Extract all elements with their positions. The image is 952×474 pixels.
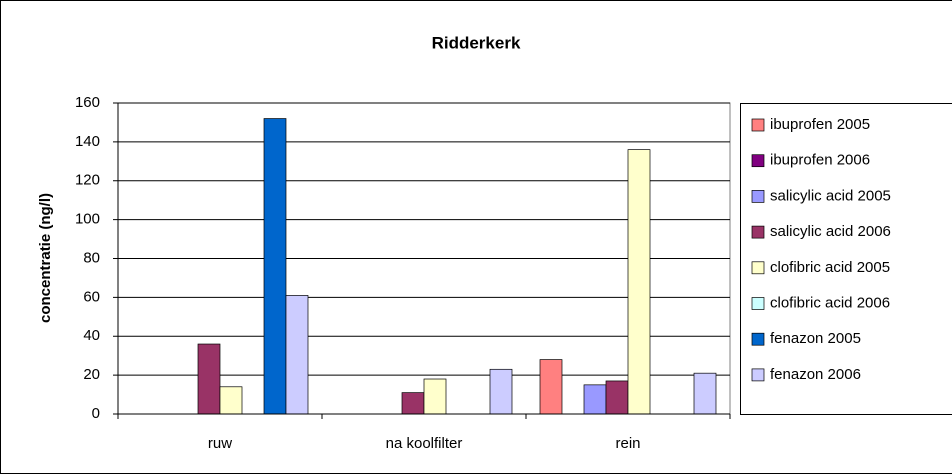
y-tick-label: 140 xyxy=(75,133,100,150)
legend-swatch xyxy=(751,225,765,239)
x-tick-label: ruw xyxy=(208,435,232,452)
bar xyxy=(285,295,309,415)
bar xyxy=(583,384,607,415)
legend-label: ibuprofen 2006 xyxy=(770,152,870,169)
legend-swatch xyxy=(751,118,765,132)
y-tick-label: 160 xyxy=(75,94,100,111)
y-tick-label: 0 xyxy=(92,405,100,422)
legend-label: clofibric acid 2005 xyxy=(770,259,890,276)
bar xyxy=(219,386,243,415)
bar xyxy=(423,378,447,415)
y-tick-label: 100 xyxy=(75,211,100,228)
legend-label: clofibric acid 2006 xyxy=(770,294,890,311)
bar xyxy=(489,368,513,415)
legend-swatch xyxy=(751,332,765,346)
legend-box xyxy=(740,103,952,415)
bar xyxy=(401,392,425,415)
legend-label: fenazon 2006 xyxy=(770,366,861,383)
legend-label: ibuprofen 2005 xyxy=(770,116,870,133)
bar xyxy=(627,149,651,415)
legend-swatch xyxy=(751,261,765,275)
y-tick-label: 40 xyxy=(83,327,100,344)
chart-title: Ridderkerk xyxy=(432,33,521,52)
y-tick-label: 120 xyxy=(75,172,100,189)
legend-swatch xyxy=(751,297,765,310)
bar xyxy=(539,359,563,415)
y-tick-label: 80 xyxy=(83,249,100,266)
y-tick-label: 20 xyxy=(83,366,100,383)
legend-swatch xyxy=(751,154,765,168)
y-tick-label: 60 xyxy=(83,288,100,305)
x-tick-label: na koolfilter xyxy=(386,435,463,452)
legend-label: salicylic acid 2006 xyxy=(770,223,891,240)
bar xyxy=(605,380,629,415)
legend-swatch xyxy=(751,368,765,382)
legend-label: salicylic acid 2005 xyxy=(770,187,891,204)
x-tick-label: rein xyxy=(615,435,640,452)
legend-swatch xyxy=(751,190,765,203)
bar xyxy=(263,118,287,415)
bar xyxy=(693,372,717,415)
legend-label: fenazon 2005 xyxy=(770,330,861,347)
y-axis-label: concentratie (ng/l) xyxy=(37,193,54,323)
bar xyxy=(197,343,221,415)
